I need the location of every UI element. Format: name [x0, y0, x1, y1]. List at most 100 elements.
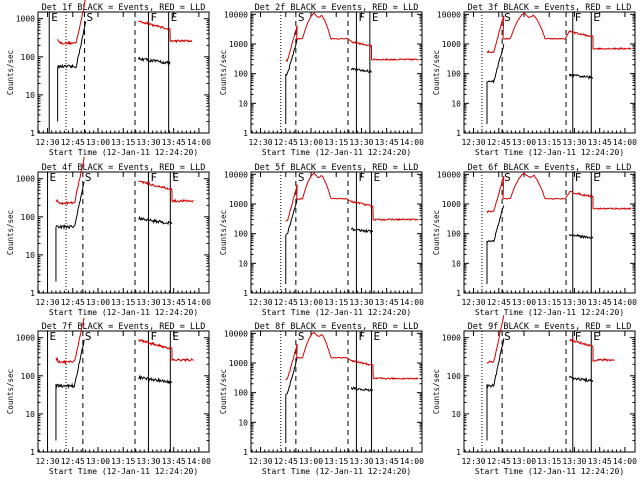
x-tick-label: 13:45 [375, 457, 399, 466]
y-tick-label: 10 [238, 418, 248, 427]
event-marker-label: F [150, 11, 157, 24]
lld-series-line [55, 156, 194, 206]
event-marker-label: F [358, 171, 365, 184]
y-axis-label: Counts/sec [432, 50, 441, 95]
y-tick-label: 100 [234, 230, 249, 239]
x-tick-label: 13:30 [562, 457, 586, 466]
x-tick-label: 13:45 [375, 138, 399, 147]
lld-series-line [486, 315, 615, 364]
x-tick-label: 14:00 [400, 138, 424, 147]
x-tick-label: 12:30 [35, 138, 59, 147]
event-marker-label: E [372, 11, 379, 24]
x-tick-label: 12:30 [35, 298, 59, 307]
events-series-line [486, 205, 594, 243]
events-series-line [285, 357, 374, 395]
x-axis-label: Start Time (12-Jan-11 12:24:20) [475, 467, 624, 476]
x-tick-label: 14:00 [400, 298, 424, 307]
x-axis-label: Start Time (12-Jan-11 12:24:20) [49, 148, 198, 157]
y-axis-label: Counts/sec [6, 369, 15, 414]
y-axis-label: Counts/sec [6, 50, 15, 95]
plot-frame [37, 330, 210, 453]
x-tick-label: 12:30 [248, 457, 272, 466]
y-tick-label: 1 [243, 448, 248, 457]
plot-frame [250, 330, 423, 453]
x-tick-label: 13:30 [136, 138, 160, 147]
x-tick-label: 12:30 [461, 138, 485, 147]
panel-title: Det 3f BLACK = Events, RED = LLD [468, 3, 632, 13]
event-marker-label: S [85, 171, 92, 184]
x-tick-label: 13:15 [111, 457, 135, 466]
x-tick-label: 13:45 [162, 457, 186, 466]
y-tick-label: 10 [451, 259, 461, 268]
event-marker-label: S [85, 330, 92, 343]
plot-frame [250, 11, 423, 134]
y-tick-label: 1 [456, 129, 461, 138]
y-tick-label: 10000 [224, 329, 248, 338]
event-marker-label: E [593, 330, 600, 343]
y-tick-label: 10 [25, 410, 35, 419]
event-marker-label: F [575, 11, 582, 24]
lld-series-line [285, 332, 419, 381]
y-tick-label: 1000 [16, 15, 35, 24]
y-tick-label: 10 [25, 251, 35, 260]
event-marker-label: S [504, 171, 511, 184]
plot-frame [250, 171, 423, 294]
x-tick-label: 13:45 [162, 298, 186, 307]
x-tick-label: 13:00 [299, 138, 323, 147]
panel-title: Det 1f BLACK = Events, RED = LLD [42, 3, 206, 13]
panel-title: Det 8f BLACK = Events, RED = LLD [255, 322, 419, 332]
x-tick-label: 13:30 [349, 138, 373, 147]
y-tick-label: 10000 [224, 10, 248, 19]
events-series-line [285, 198, 374, 236]
event-marker-label: E [374, 330, 381, 343]
event-marker-label: F [575, 330, 582, 343]
x-tick-label: 12:30 [248, 138, 272, 147]
x-tick-label: 13:00 [299, 457, 323, 466]
x-axis-label: Start Time (12-Jan-11 12:24:20) [49, 308, 198, 317]
y-tick-label: 100 [21, 53, 36, 62]
x-tick-label: 13:00 [512, 138, 536, 147]
x-tick-label: 13:30 [562, 138, 586, 147]
y-axis-label: Counts/sec [6, 210, 15, 255]
y-tick-label: 1000 [229, 40, 248, 49]
x-tick-label: 12:45 [274, 457, 298, 466]
y-tick-label: 10 [25, 91, 35, 100]
events-series-line [55, 339, 173, 389]
lld-series-line [486, 172, 632, 214]
plot-frame [463, 11, 636, 134]
y-tick-label: 1000 [442, 40, 461, 49]
x-tick-label: 13:30 [349, 457, 373, 466]
panel-title: Det 4f BLACK = Events, RED = LLD [42, 163, 206, 173]
x-tick-label: 12:45 [274, 138, 298, 147]
event-marker-label: S [87, 11, 94, 24]
x-tick-label: 13:00 [86, 298, 110, 307]
y-tick-label: 100 [21, 213, 36, 222]
x-tick-label: 13:30 [349, 298, 373, 307]
event-marker-label: E [374, 171, 381, 184]
x-tick-label: 14:00 [613, 138, 637, 147]
events-series-line [486, 43, 593, 85]
x-axis-label: Start Time (12-Jan-11 12:24:20) [262, 308, 411, 317]
event-marker-label: S [298, 171, 305, 184]
y-tick-label: 10 [451, 99, 461, 108]
plot-frame [37, 171, 210, 294]
event-marker-label: S [504, 11, 511, 24]
event-marker-label: S [298, 11, 305, 24]
x-tick-label: 12:30 [35, 457, 59, 466]
y-axis-label: Counts/sec [432, 210, 441, 255]
x-tick-label: 14:00 [613, 298, 637, 307]
y-tick-label: 1000 [16, 334, 35, 343]
event-marker-label: F [150, 330, 157, 343]
x-tick-label: 13:15 [537, 138, 561, 147]
x-tick-label: 13:45 [588, 457, 612, 466]
x-tick-label: 14:00 [613, 457, 637, 466]
plot-frame [463, 171, 636, 294]
events-series-line [57, 21, 171, 69]
x-tick-label: 12:30 [461, 457, 485, 466]
x-axis-label: Start Time (12-Jan-11 12:24:20) [262, 467, 411, 476]
x-tick-label: 13:00 [512, 298, 536, 307]
panel-det-8: Det 8f BLACK = Events, RED = LLD 1 10 100 10… [219, 322, 424, 476]
x-axis-label: Start Time (12-Jan-11 12:24:20) [262, 148, 411, 157]
x-tick-label: 13:15 [537, 457, 561, 466]
y-tick-label: 1000 [442, 334, 461, 343]
